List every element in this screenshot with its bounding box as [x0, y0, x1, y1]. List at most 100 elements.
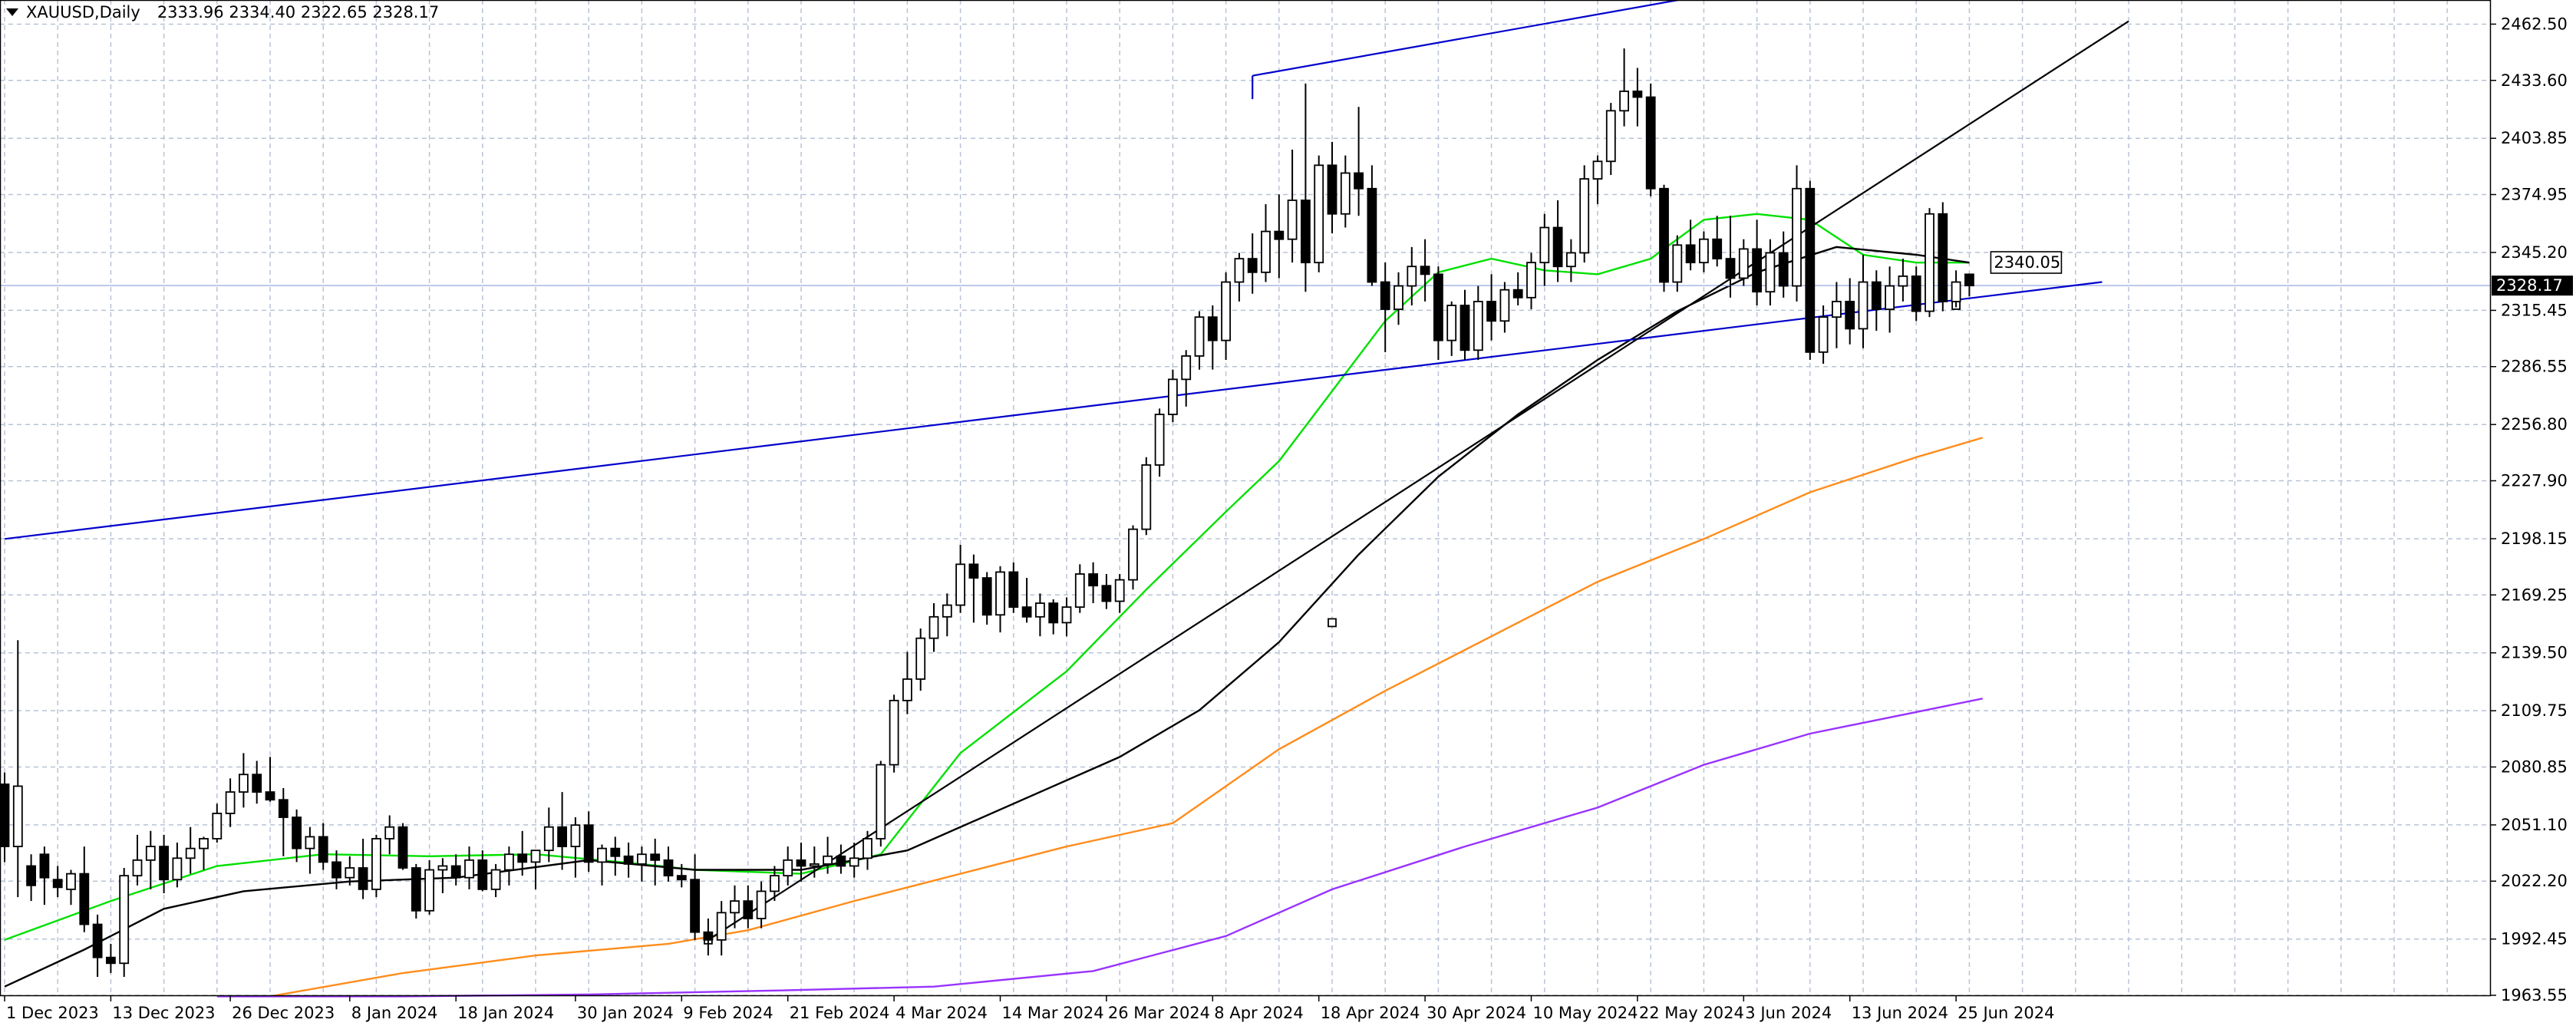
- candle-body: [437, 865, 448, 871]
- candle-body: [1340, 172, 1351, 215]
- candle-body: [1287, 200, 1298, 240]
- candle-body: [1539, 226, 1550, 264]
- candle-body: [1605, 110, 1616, 163]
- candle-body: [79, 873, 90, 925]
- candle-body: [981, 577, 992, 616]
- candle-body: [292, 817, 302, 850]
- candle-body: [1738, 248, 1749, 279]
- x-tick-label: 30 Jan 2024: [577, 1004, 674, 1022]
- candle-body: [1659, 187, 1669, 283]
- candle-body: [543, 826, 554, 852]
- candle-body: [1885, 285, 1895, 310]
- candle-body: [12, 785, 23, 847]
- candle-body: [384, 826, 395, 840]
- x-tick-label: 10 May 2024: [1533, 1004, 1638, 1022]
- trendline-anchor: [1328, 618, 1337, 628]
- candle-body: [1181, 355, 1192, 381]
- candle-body: [610, 847, 621, 857]
- candle-body: [623, 855, 634, 865]
- y-tick-label: 2345.20: [2501, 243, 2568, 262]
- candle-body: [450, 865, 461, 879]
- candle-body: [743, 900, 754, 919]
- candle-body: [796, 859, 806, 867]
- x-tick-label: 21 Feb 2024: [790, 1004, 890, 1022]
- candle-body: [836, 855, 846, 867]
- candle-body: [1619, 91, 1630, 112]
- collapse-arrow-icon[interactable]: [6, 8, 18, 16]
- candle-body: [570, 824, 581, 847]
- candle-body: [331, 861, 341, 879]
- candle-body: [968, 563, 979, 579]
- candle-body: [637, 853, 647, 865]
- y-tick-label: 2433.60: [2501, 71, 2568, 90]
- candle-body: [690, 879, 700, 933]
- x-tick-label: 8 Jan 2024: [351, 1004, 438, 1022]
- candle-body: [876, 764, 886, 840]
- candle-body: [1354, 172, 1364, 190]
- candle-body: [730, 900, 740, 914]
- y-tick-label: 2080.85: [2501, 757, 2568, 776]
- candle-body: [517, 853, 528, 863]
- candle-body: [1845, 300, 1855, 330]
- candle-body: [477, 859, 488, 890]
- candle-body: [411, 867, 421, 912]
- moving-average-line: [216, 698, 1983, 998]
- candle-body: [1407, 266, 1417, 287]
- candle-body: [849, 857, 859, 867]
- candle-body: [1698, 238, 1709, 264]
- candle-body: [159, 846, 170, 881]
- candle-body: [583, 824, 594, 863]
- candle-body: [185, 847, 196, 859]
- candle-body: [1048, 602, 1059, 624]
- candle-body: [66, 873, 76, 890]
- level-label: 2340.05: [1994, 253, 2060, 272]
- candle-body: [52, 879, 63, 889]
- trendline: [4, 281, 2103, 540]
- x-tick-label: 30 Apr 2024: [1427, 1004, 1526, 1022]
- x-tick-label: 22 May 2024: [1639, 1004, 1744, 1022]
- candle-body: [1925, 213, 1934, 312]
- candle-body: [1327, 164, 1337, 215]
- candle-body: [889, 699, 899, 766]
- candle-body: [490, 869, 501, 890]
- candle-body: [345, 867, 355, 879]
- candle-body: [1473, 300, 1483, 351]
- candle-body: [942, 604, 952, 618]
- x-tick-label: 4 Mar 2024: [895, 1004, 988, 1022]
- candle-body: [1114, 579, 1125, 602]
- candle-body: [1951, 281, 1961, 302]
- candle-body: [1725, 258, 1736, 279]
- candle-body: [1247, 258, 1258, 273]
- x-tick-label: 9 Feb 2024: [683, 1004, 773, 1022]
- candle-body: [1234, 258, 1245, 283]
- y-tick-label: 2374.95: [2501, 186, 2568, 204]
- trendline: [707, 20, 2129, 941]
- candle-body: [1526, 262, 1536, 299]
- y-tick-label: 1992.45: [2501, 930, 2568, 948]
- candle-body: [1911, 275, 1921, 312]
- candle-body: [1964, 273, 1974, 287]
- candle-body: [676, 875, 687, 881]
- candle-body: [1632, 91, 1643, 98]
- candle-body: [809, 863, 820, 867]
- candle-body: [172, 857, 183, 881]
- candle-layer: [0, 48, 1974, 978]
- candle-body: [238, 774, 249, 793]
- candle-body: [1818, 316, 1829, 353]
- candle-body: [92, 923, 103, 958]
- candle-body: [1394, 285, 1403, 310]
- x-tick-label: 25 Jun 2024: [1958, 1004, 2054, 1022]
- candle-body: [1685, 244, 1696, 264]
- moving-average-line: [269, 437, 1984, 998]
- candle-body: [1367, 187, 1377, 283]
- y-tick-label: 2256.80: [2501, 415, 2568, 434]
- candle-body: [1074, 573, 1085, 609]
- candle-body: [1831, 300, 1842, 318]
- candle-body: [39, 853, 50, 879]
- x-tick-label: 13 Dec 2023: [112, 1004, 215, 1022]
- candle-body: [1314, 164, 1324, 264]
- x-tick-label: 14 Mar 2024: [1002, 1004, 1104, 1022]
